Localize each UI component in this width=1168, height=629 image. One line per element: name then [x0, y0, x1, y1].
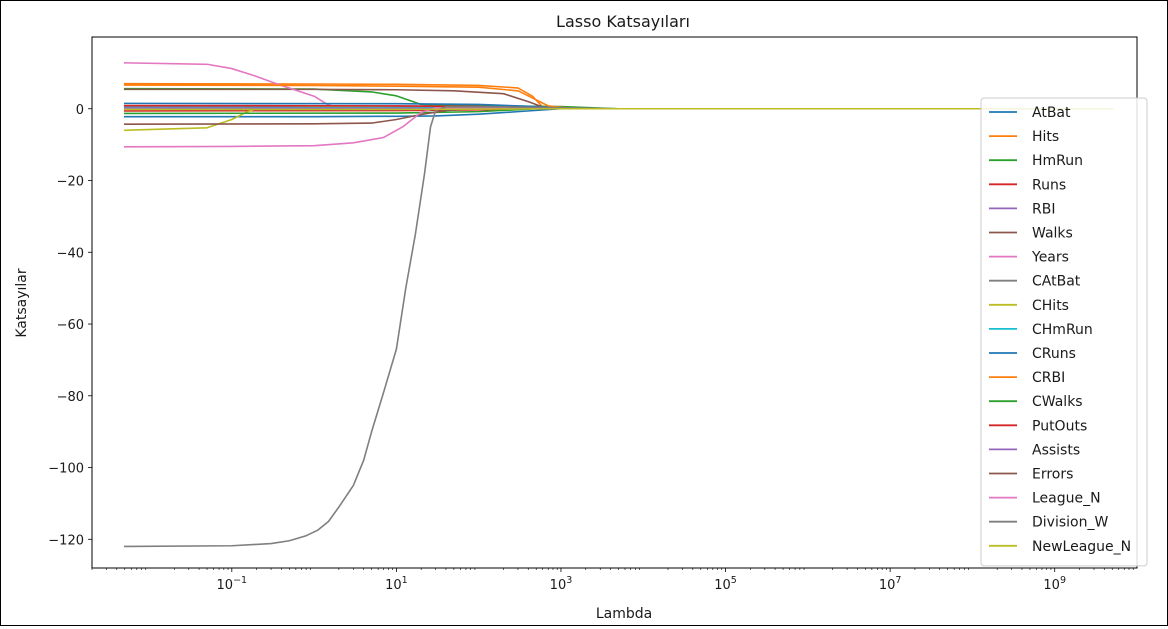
legend-label: CWalks: [1032, 394, 1083, 410]
legend-label: CRBI: [1032, 370, 1065, 386]
legend-label: CHits: [1032, 298, 1069, 314]
legend-label: NewLeague_N: [1032, 539, 1131, 555]
y-tick-label: −40: [57, 246, 84, 261]
legend: AtBat Hits HmRun Runs RBI Walks Years CAtBat CHi…: [980, 97, 1148, 567]
y-axis-ticks: 0 −20 −40 −60 −80 −100 −120: [48, 103, 92, 548]
legend-label: HmRun: [1032, 153, 1083, 169]
legend-label: Walks: [1032, 226, 1073, 242]
y-tick-label: −20: [57, 175, 84, 190]
legend-box: [980, 97, 1148, 567]
series-line-newleague-n: [123, 107, 1114, 111]
series-line-division-w: [123, 106, 1114, 548]
legend-label: Runs: [1032, 177, 1066, 193]
y-tick-label: −120: [48, 533, 84, 548]
x-tick-label: 101: [385, 575, 408, 593]
legend-label: Hits: [1032, 129, 1059, 145]
y-tick-label: −80: [57, 390, 84, 405]
legend-label: Years: [1031, 250, 1069, 266]
legend-label: CAtBat: [1032, 274, 1081, 290]
legend-label: CRuns: [1032, 346, 1076, 362]
y-tick-label: 0: [76, 103, 84, 118]
y-tick-label: −100: [48, 462, 84, 477]
y-axis-label: Katsayılar: [14, 268, 30, 338]
x-axis-label: Lambda: [596, 606, 652, 622]
chart-title: Lasso Katsayıları: [556, 12, 690, 31]
legend-label: Assists: [1032, 442, 1080, 458]
legend-label: RBI: [1032, 201, 1055, 217]
x-tick-label: 103: [550, 575, 573, 593]
x-axis-ticks: 10−1 101 103 105 107 109: [91, 568, 1134, 593]
series-layer: [123, 62, 1114, 548]
legend-label: AtBat: [1032, 105, 1071, 121]
x-tick-label: 107: [879, 575, 902, 593]
legend-label: League_N: [1032, 491, 1101, 507]
x-tick-label: 10−1: [217, 575, 248, 593]
y-tick-label: −60: [57, 318, 84, 333]
legend-label: Errors: [1032, 467, 1073, 483]
x-tick-label: 105: [714, 575, 737, 593]
x-tick-label: 109: [1043, 575, 1066, 593]
legend-label: PutOuts: [1032, 418, 1087, 434]
legend-label: Division_W: [1032, 515, 1108, 531]
legend-label: CHmRun: [1032, 322, 1093, 338]
